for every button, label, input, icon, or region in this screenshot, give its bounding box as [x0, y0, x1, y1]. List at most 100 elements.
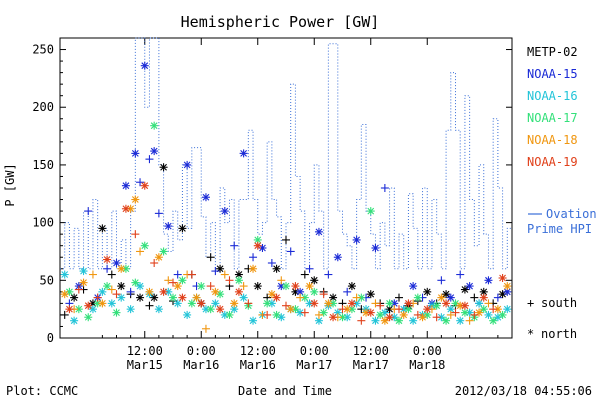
data-point [357, 293, 366, 302]
ovation-line [60, 37, 512, 270]
marker-stroke [310, 288, 318, 296]
marker-stroke [61, 290, 69, 298]
data-point [310, 276, 319, 285]
y-tick-label: 200 [32, 100, 54, 114]
marker-stroke [141, 182, 149, 190]
data-point [150, 259, 159, 267]
marker-stroke [414, 294, 422, 302]
data-point [93, 293, 102, 302]
marker-stroke [84, 313, 92, 321]
data-point [479, 305, 488, 314]
data-point [159, 163, 168, 172]
marker-stroke [117, 282, 125, 290]
data-point [333, 253, 342, 262]
data-point [272, 264, 281, 273]
marker-stroke [292, 282, 299, 290]
data-point [150, 121, 159, 130]
data-point [338, 313, 347, 322]
data-point [498, 274, 507, 282]
data-point [239, 149, 248, 158]
data-point [60, 290, 69, 299]
marker-stroke [174, 299, 182, 307]
marker-stroke [423, 288, 431, 296]
marker-stroke [89, 305, 97, 313]
data-point [395, 316, 403, 325]
series-noaa-19 [65, 181, 507, 325]
data-point [70, 293, 79, 302]
marker-stroke [122, 205, 130, 213]
data-point [484, 276, 493, 285]
marker-stroke [405, 305, 412, 313]
data-point [493, 293, 502, 302]
marker-stroke [372, 244, 379, 252]
marker-stroke [70, 317, 78, 325]
data-point [183, 160, 192, 169]
data-point [296, 287, 305, 296]
data-point [423, 287, 432, 296]
marker-stroke [150, 294, 158, 302]
data-point [371, 316, 380, 325]
data-point [145, 155, 154, 164]
marker-stroke [400, 311, 408, 319]
marker-stroke [98, 224, 106, 232]
data-point [253, 241, 262, 250]
marker-stroke [249, 317, 257, 325]
data-point [131, 278, 140, 287]
data-point [310, 299, 319, 308]
marker-stroke [456, 317, 464, 325]
marker-stroke [150, 122, 158, 130]
marker-stroke [211, 288, 219, 296]
data-point [385, 313, 394, 322]
marker-stroke [386, 305, 393, 313]
data-point [60, 310, 69, 319]
data-point [121, 181, 130, 190]
data-point [267, 290, 276, 299]
marker-stroke [503, 282, 511, 290]
data-point [442, 299, 451, 308]
marker-stroke [240, 149, 248, 157]
marker-stroke [131, 279, 139, 287]
marker-stroke [499, 274, 506, 282]
data-point [314, 227, 323, 236]
data-point [225, 276, 234, 285]
marker-stroke [197, 282, 205, 290]
data-point [178, 293, 187, 302]
data-point [498, 310, 507, 319]
data-point [230, 299, 239, 308]
marker-stroke [240, 294, 248, 302]
legend-item-noaa-17: NOAA-17 [527, 111, 578, 125]
data-point [84, 207, 93, 216]
marker-stroke [357, 294, 365, 302]
marker-stroke [235, 276, 243, 284]
marker-stroke [433, 302, 441, 310]
x-tick-date: Mar17 [296, 358, 332, 372]
marker-stroke [348, 299, 356, 307]
marker-stroke [395, 317, 403, 325]
marker-stroke [146, 288, 153, 296]
marker-stroke [442, 317, 450, 325]
data-point [112, 259, 121, 267]
x-tick-date: Mar18 [409, 358, 445, 372]
data-point [385, 299, 394, 308]
marker-stroke [301, 294, 309, 302]
marker-stroke [179, 276, 186, 284]
data-point [347, 282, 356, 291]
data-point [366, 207, 375, 216]
marker-stroke [263, 299, 271, 307]
marker-stroke [160, 288, 167, 296]
marker-stroke [136, 294, 144, 302]
data-point [380, 184, 389, 192]
data-point [150, 147, 159, 156]
data-point [465, 282, 474, 291]
ovation-legend-line1: Ovation [546, 207, 597, 221]
marker-stroke [141, 62, 149, 70]
marker-stroke [348, 282, 356, 290]
data-point [79, 278, 88, 287]
plot-area: 05010015020025012:00Mar150:00Mar1612:00M… [32, 37, 513, 372]
marker-stroke [188, 299, 196, 307]
marker-stroke [503, 288, 511, 296]
y-tick-label: 0 [47, 331, 54, 345]
marker-stroke [277, 313, 285, 321]
data-point [395, 293, 403, 302]
data-point [103, 255, 112, 264]
